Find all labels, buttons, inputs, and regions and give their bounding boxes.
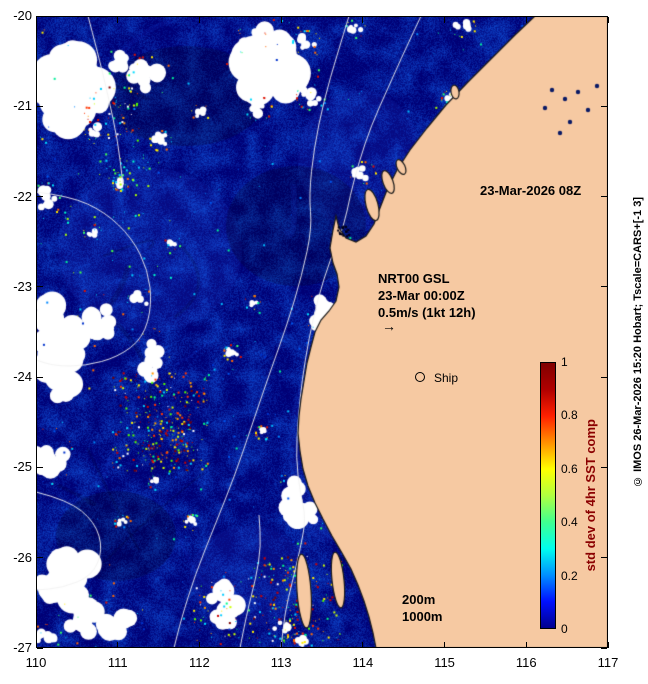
depth-1000m-label: 1000m (402, 609, 443, 624)
y-tick-mark (37, 105, 43, 107)
x-tick-mark (198, 642, 200, 648)
y-tick-label: -26 (13, 549, 32, 565)
ship-marker-icon (415, 372, 425, 382)
y-tick-mark (37, 286, 43, 288)
y-tick-label: -24 (13, 369, 32, 385)
x-tick-mark (198, 17, 200, 23)
colorbar-tick-label: 0.6 (561, 461, 578, 476)
y-tick-label: -25 (13, 459, 32, 475)
colorbar-tick-label: 0 (561, 622, 568, 636)
x-tick-label: 111 (107, 655, 128, 670)
y-tick-mark (601, 376, 607, 378)
y-tick-mark (601, 466, 607, 468)
x-tick-label: 113 (270, 655, 292, 670)
y-tick-mark (601, 286, 607, 288)
x-tick-mark (525, 642, 527, 648)
y-tick-mark (37, 196, 43, 198)
colorbar-tick-label: 0.2 (561, 568, 578, 583)
y-tick-label: -22 (13, 188, 32, 204)
y-tick-mark (601, 15, 607, 17)
x-tick-label: 116 (515, 655, 537, 670)
x-tick-mark (117, 17, 119, 23)
nrt-time-label: 23-Mar 00:00Z (378, 288, 465, 303)
x-tick-mark (362, 17, 364, 23)
y-tick-mark (601, 105, 607, 107)
x-tick-mark (280, 642, 282, 648)
y-tick-label: -20 (13, 8, 32, 23)
x-tick-label: 115 (434, 655, 455, 670)
colorbar-title: std dev of 4hr SST comp (579, 362, 601, 629)
y-tick-mark (37, 557, 43, 559)
y-tick-label: -23 (13, 278, 32, 294)
copyright-text: © IMOS 26-Mar-2026 15:20 Hobart; Tscale=… (628, 0, 647, 684)
date-annotation: 23-Mar-2026 08Z (480, 183, 582, 198)
y-tick-mark (601, 557, 607, 559)
x-tick-mark (607, 17, 609, 23)
x-tick-mark (444, 642, 446, 648)
x-tick-mark (117, 642, 119, 648)
map-canvas (36, 16, 608, 648)
x-tick-mark (607, 642, 609, 648)
ship-label: Ship (434, 371, 459, 385)
x-tick-label: 114 (352, 655, 374, 670)
x-tick-mark (525, 17, 527, 23)
colorbar-title-text: std dev of 4hr SST comp (582, 419, 598, 572)
y-tick-mark (37, 15, 43, 17)
x-tick-mark (362, 642, 364, 648)
x-tick-label: 117 (597, 655, 619, 670)
y-tick-mark (37, 647, 43, 649)
colorbar-tick-label: 1 (561, 355, 568, 369)
colorbar-tick-label: 0.8 (561, 408, 578, 423)
colorbar (540, 362, 556, 629)
y-tick-mark (601, 647, 607, 649)
depth-200m-label: 200m (402, 592, 436, 607)
x-tick-label: 110 (25, 655, 47, 670)
x-tick-mark (35, 17, 37, 23)
y-tick-label: -27 (13, 640, 32, 655)
x-tick-mark (35, 642, 37, 648)
y-tick-label: -21 (13, 98, 32, 114)
x-tick-mark (444, 17, 446, 23)
velocity-arrow-icon: → (382, 318, 396, 334)
copyright-text-inner: © IMOS 26-Mar-2026 15:20 Hobart; Tscale=… (631, 197, 644, 487)
nrt-product-label: NRT00 GSL (378, 271, 450, 286)
x-tick-mark (280, 17, 282, 23)
colorbar-tick-label: 0.4 (561, 515, 578, 530)
velocity-scale-label: 0.5m/s (1kt 12h) (378, 305, 476, 320)
y-tick-mark (37, 376, 43, 378)
y-tick-mark (601, 196, 607, 198)
x-tick-label: 112 (189, 655, 210, 670)
y-tick-mark (37, 466, 43, 468)
